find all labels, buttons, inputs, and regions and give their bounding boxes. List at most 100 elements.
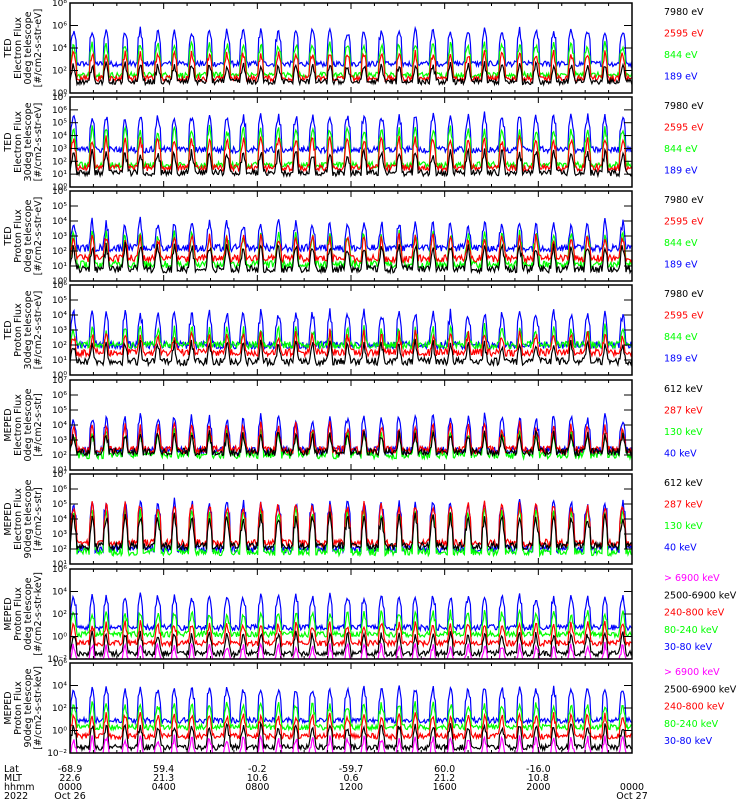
panel-8: 10⁻² 10⁰ 10² 10⁴ 10⁶ MEPED Proton Flux 90deg te… [3,659,737,759]
series-line-2595-ev [70,232,632,265]
x-tick-label: 10.8 [528,773,549,784]
series-line-240-800-kev [70,620,632,649]
legend-entry: 7980 eV [664,289,704,300]
y-tick-label: 10⁷ [52,93,67,103]
series-line-30-80-kev [70,685,632,726]
y-axis-label: 90deg telescope [23,479,34,558]
y-axis-label: [#/cm2-s-str] [33,393,44,456]
y-tick-label: 10⁵ [52,119,67,129]
y-tick-label: 10¹ [52,560,67,570]
panel-3: 10⁰ 10¹ 10² 10³ 10⁴ 10⁵ 10⁶ TED Proton Flux 0deg … [3,187,704,287]
data-traces [70,308,632,368]
y-tick-label: 10⁻² [47,749,67,759]
series-line-2595-ev [70,328,632,359]
legend-entry: 2595 eV [664,216,704,227]
series-line-844-ev [70,323,632,351]
series-line-2595-ev [70,49,632,84]
series-line-612-kev [70,511,632,552]
y-tick-label: 10⁶ [52,659,67,669]
y-axis-label: 0deg telescope [23,11,34,84]
series-line-7980-ev [70,338,632,368]
y-axis-label: 30deg telescope [23,290,34,369]
legend-entry: 844 eV [664,332,698,343]
legend-entry: 844 eV [664,50,698,61]
series-line-240-800-kev [70,711,632,742]
y-axis-label: [#/cm2-s-str] [33,487,44,550]
y-tick-label: 10⁴ [52,132,67,142]
y-axis-label: Electron Flux [13,394,24,456]
y-tick-label: 10⁴ [52,588,67,598]
y-axis-label: TED [3,320,14,340]
y-tick-label: 10⁰ [52,183,67,193]
y-axis-label: 0deg telescope [23,388,34,461]
y-axis-label: Electron Flux [13,111,24,173]
x-axis-labels: Lat MLT hhmm 2022 -68.9 59.4 -0.2 -59.7 60.0… [4,764,648,800]
y-tick-label: 10⁴ [52,311,67,321]
legend-entry: 287 keV [664,405,703,416]
legend-entry: 240-800 keV [664,608,725,619]
y-axis-label: [#/cm2-s-str-eV] [33,291,44,370]
legend-entry: 40 keV [664,448,697,459]
y-tick-label: 10¹ [52,356,67,366]
y-tick-label: 10⁴ [52,682,67,692]
panel-6: 10¹ 10² 10³ 10⁴ 10⁵ 10⁶ 10⁷ MEPED Electron Flux 9… [3,470,703,570]
panel-5: 10¹ 10² 10³ 10⁴ 10⁵ 10⁶ 10⁷ MEPED Electron Flux 0… [3,376,703,476]
y-axis-label: [#/cm2-s-str-eV] [33,103,44,182]
y-axis-label: 0deg telescope [23,199,34,272]
y-tick-label: 10⁰ [52,371,67,381]
y-axis-label: MEPED [3,597,14,630]
legend-entry: 2500-6900 keV [664,684,737,695]
y-axis-label: TED [3,38,14,58]
y-tick-label: 10² [52,341,67,351]
x-row-label-lat: Lat [4,764,19,775]
panel-1: 10⁰ 10² 10⁴ 10⁶ 10⁸ TED Electron Flux 0deg tele… [3,0,704,99]
y-tick-label: 10² [52,610,67,620]
y-axis-label: TED [3,132,14,152]
legend-entry: 844 eV [664,144,698,155]
y-tick-label: 10⁰ [52,89,67,99]
y-axis-label: [#/cm2-s-str-eV] [33,9,44,88]
legend-entry: 612 keV [664,478,703,489]
y-tick-label: 10⁷ [52,470,67,480]
x-tick-label: -16.0 [526,764,551,775]
series-line-80-240-kev [70,701,632,733]
x-tick-label: 0000 [620,782,644,793]
x-tick-label: 22.6 [59,773,80,784]
legend-entry: 7980 eV [664,7,704,18]
y-axis-label: Proton Flux [13,587,24,641]
data-traces [70,216,632,275]
y-axis-label: 90deg telescope [23,668,34,747]
series-line-7980-ev [70,147,632,179]
y-axis-label: Proton Flux [13,209,24,263]
legend-entry: 189 eV [664,353,698,364]
y-tick-label: 10³ [52,326,67,336]
panel-7: 10⁻² 10⁰ 10² 10⁴ 10⁶ MEPED Proton Flux 0deg tel… [3,565,737,665]
y-tick-label: 10³ [52,530,67,540]
legend-entry: 30-80 keV [664,736,713,747]
x-tick-label: 0.6 [343,773,358,784]
y-axis-label: [#/cm2-s-str-keV] [33,666,44,750]
y-tick-label: 10⁰ [52,277,67,287]
x-tick-label: 1200 [339,782,363,793]
y-tick-label: 10³ [52,436,67,446]
y-tick-label: 10⁶ [52,281,67,291]
y-tick-label: 10⁵ [52,296,67,306]
y-tick-label: 10² [52,451,67,461]
y-tick-label: 10⁶ [52,485,67,495]
x-tick-label: 10.6 [247,773,268,784]
series-line-80-240-kev [70,608,632,640]
legend-entry: 189 eV [664,71,698,82]
legend-entry: 189 eV [664,259,698,270]
x-tick-label: -59.7 [339,764,364,775]
data-traces [70,412,632,461]
x-row-label-year: 2022 [4,791,28,800]
y-tick-label: 10⁻² [47,655,67,665]
y-axis-label: [#/cm2-s-str-keV] [33,572,44,656]
y-tick-label: 10¹ [52,262,67,272]
y-tick-label: 10⁵ [52,202,67,212]
y-tick-label: 10⁵ [52,406,67,416]
legend-entry: 7980 eV [664,101,704,112]
series-line-189-ev [70,25,632,69]
y-tick-label: 10¹ [52,466,67,476]
y-axis-label: Proton Flux [13,681,24,735]
